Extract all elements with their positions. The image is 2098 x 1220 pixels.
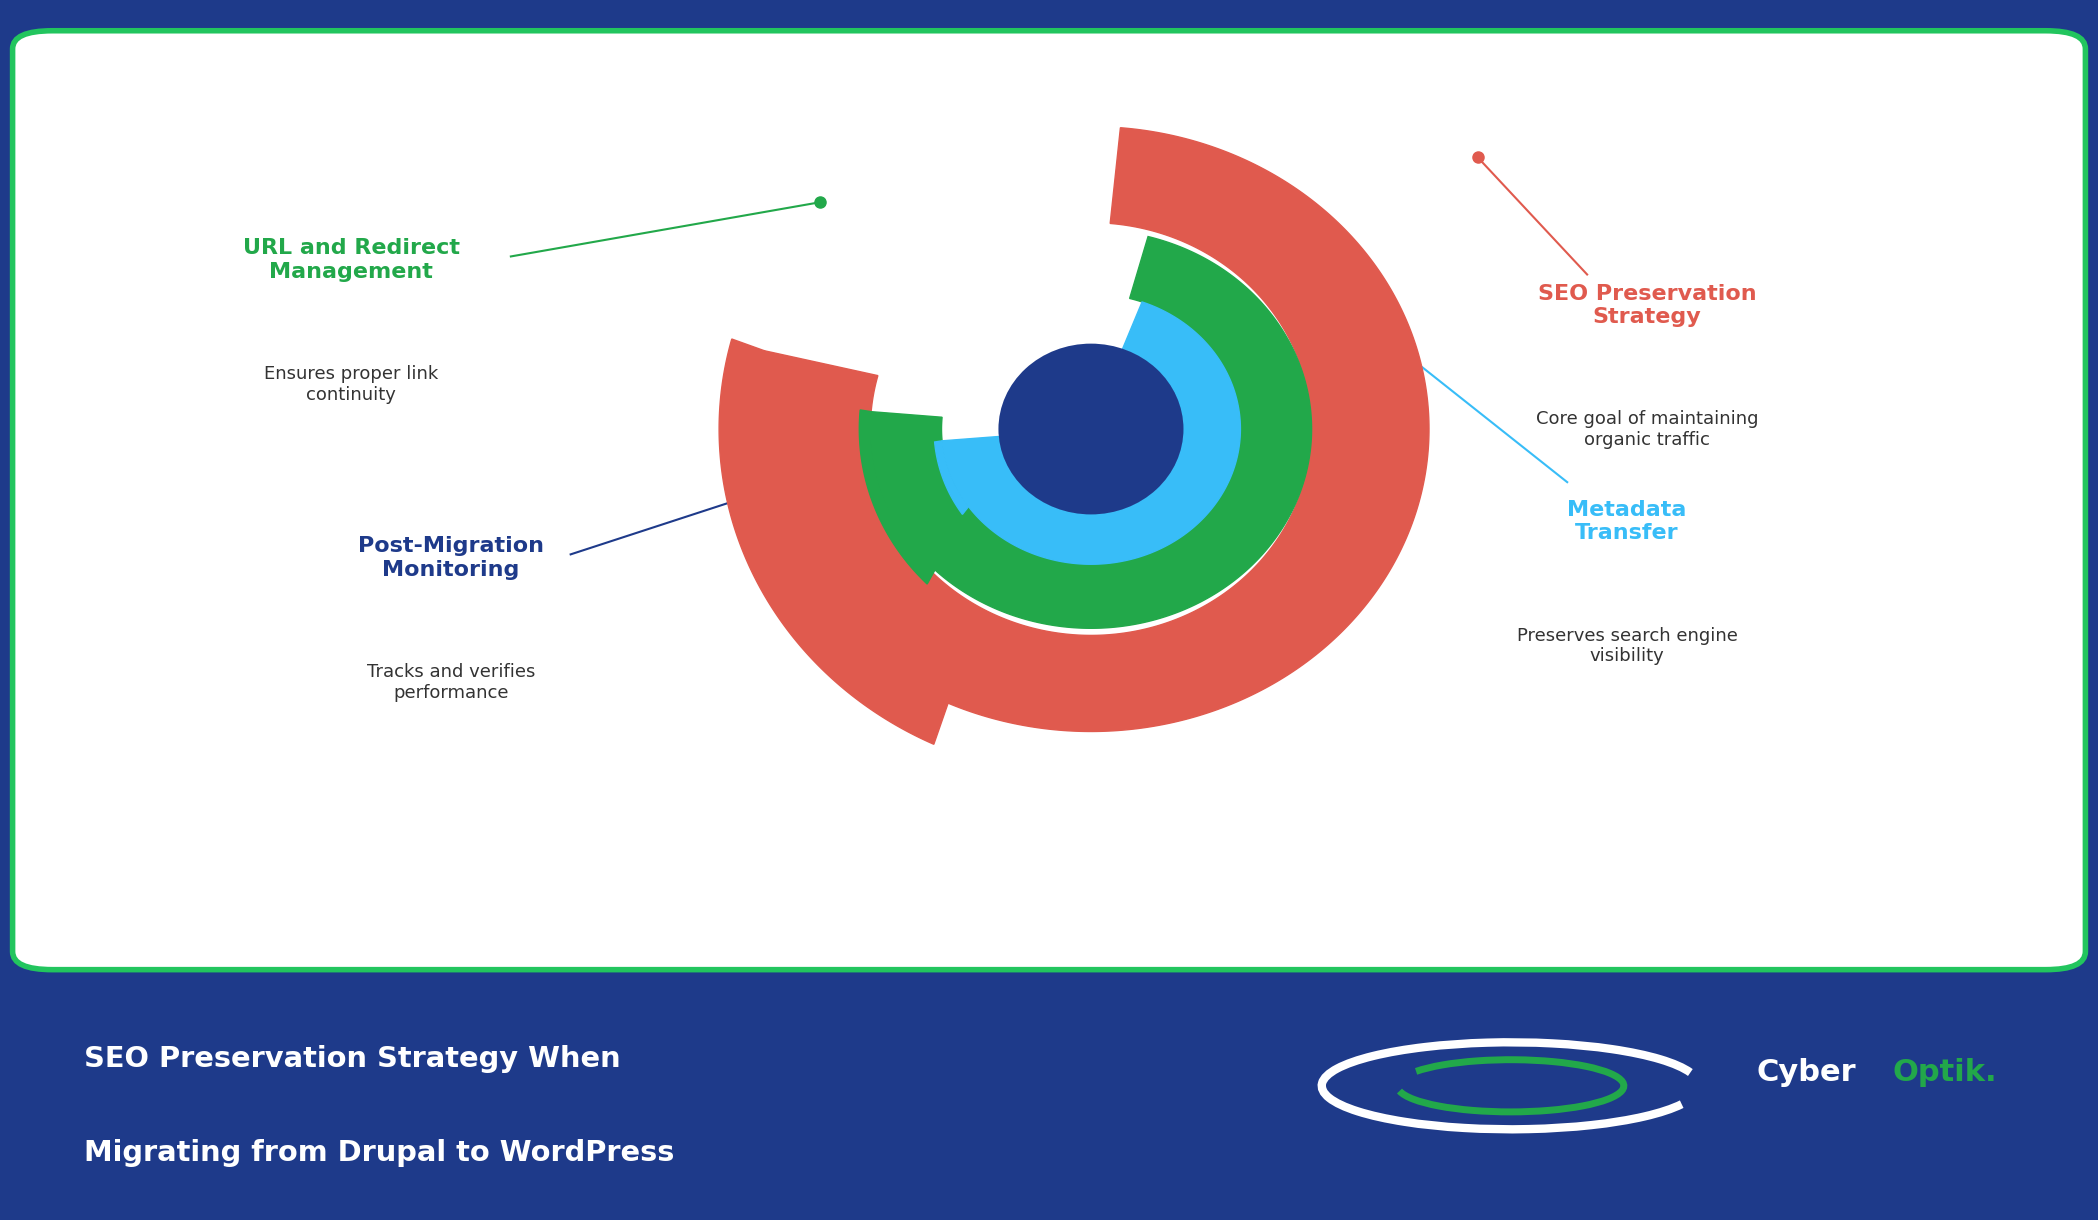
Polygon shape (720, 339, 948, 744)
Text: Core goal of maintaining
organic traffic: Core goal of maintaining organic traffic (1536, 410, 1758, 449)
Text: Migrating from Drupal to WordPress: Migrating from Drupal to WordPress (84, 1139, 673, 1166)
Polygon shape (934, 440, 969, 515)
Text: Post-Migration
Monitoring: Post-Migration Monitoring (359, 537, 543, 579)
Text: Optik.: Optik. (1892, 1058, 1997, 1087)
FancyBboxPatch shape (13, 30, 2085, 970)
Text: Tracks and verifies
performance: Tracks and verifies performance (367, 662, 535, 701)
Polygon shape (871, 237, 1311, 628)
Ellipse shape (999, 344, 1183, 515)
Text: URL and Redirect
Management: URL and Redirect Management (243, 238, 459, 282)
Text: SEO Preservation
Strategy: SEO Preservation Strategy (1538, 283, 1756, 327)
Text: Cyber: Cyber (1756, 1058, 1855, 1087)
Polygon shape (753, 128, 1429, 732)
Text: Ensures proper link
continuity: Ensures proper link continuity (264, 365, 438, 404)
Polygon shape (860, 410, 936, 584)
Text: Preserves search engine
visibility: Preserves search engine visibility (1517, 627, 1737, 665)
Text: SEO Preservation Strategy When: SEO Preservation Strategy When (84, 1046, 621, 1072)
Text: Metadata
Transfer: Metadata Transfer (1567, 500, 1687, 543)
Polygon shape (942, 303, 1240, 564)
